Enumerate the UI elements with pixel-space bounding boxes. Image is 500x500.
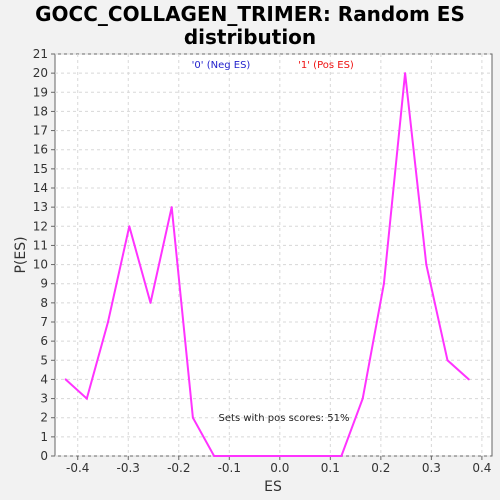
x-tick-label: 0.3 <box>422 461 441 475</box>
y-tick-label: 13 <box>33 200 48 214</box>
y-tick-label: 7 <box>40 315 48 329</box>
data-point <box>128 225 131 228</box>
data-point <box>149 301 152 304</box>
data-point <box>425 263 428 266</box>
data-point <box>298 455 301 457</box>
data-points <box>64 72 470 457</box>
y-tick-label: 14 <box>33 181 48 195</box>
chart-title-line-2: distribution <box>184 25 316 49</box>
data-point <box>85 397 88 400</box>
y-tick-label: 15 <box>33 162 48 176</box>
y-tick-label: 10 <box>33 258 48 272</box>
y-tick-label: 11 <box>33 238 48 252</box>
y-tick-label: 17 <box>33 124 48 138</box>
pos-score-annotation: Sets with pos scores: 51% <box>219 413 350 424</box>
y-tick-label: 1 <box>40 430 48 444</box>
data-point <box>213 455 216 457</box>
legend-pos-es: '1' (Pos ES) <box>298 60 354 71</box>
data-point <box>191 416 194 419</box>
y-tick-label: 20 <box>33 66 48 80</box>
y-tick-label: 21 <box>33 47 48 61</box>
data-point <box>404 72 407 75</box>
data-point <box>276 455 279 457</box>
x-tick-label: -0.1 <box>218 461 241 475</box>
series-line <box>64 72 470 457</box>
data-point <box>340 455 343 457</box>
data-point <box>382 282 385 285</box>
plot-area <box>54 53 493 457</box>
y-tick-label: 19 <box>33 85 48 99</box>
y-tick-label: 8 <box>40 296 48 310</box>
x-tick-label: 0.1 <box>321 461 340 475</box>
data-point <box>467 378 470 381</box>
y-tick-label: 6 <box>40 334 48 348</box>
grid-lines <box>55 53 492 457</box>
y-tick-label: 18 <box>33 104 48 118</box>
x-tick-label: 0.2 <box>371 461 390 475</box>
y-tick-label: 12 <box>33 219 48 233</box>
x-tick-label: -0.3 <box>117 461 140 475</box>
y-tick-label: 3 <box>40 392 48 406</box>
data-point <box>255 455 258 457</box>
data-point <box>319 455 322 457</box>
data-point <box>446 359 449 362</box>
x-tick-label: 0.4 <box>472 461 491 475</box>
y-tick-label: 16 <box>33 143 48 157</box>
y-tick-label: 9 <box>40 277 48 291</box>
y-tick-label: 4 <box>40 372 48 386</box>
y-tick-label: 0 <box>40 449 48 463</box>
y-tick-label: 5 <box>40 353 48 367</box>
y-tick-label: 2 <box>40 411 48 425</box>
data-point <box>107 321 110 323</box>
data-point <box>170 206 173 209</box>
data-point <box>234 455 237 457</box>
y-axis-label: P(ES) <box>13 236 29 273</box>
legend-neg-es: '0' (Neg ES) <box>192 60 251 71</box>
x-tick-label: 0.0 <box>270 461 289 475</box>
x-axis-ticks: -0.4 -0.3 -0.2 -0.1 0.0 0.1 0.2 0.3 0.4 <box>66 456 491 475</box>
data-point <box>361 397 364 400</box>
x-tick-label: -0.2 <box>167 461 190 475</box>
chart-title-line-1: GOCC_COLLAGEN_TRIMER: Random ES <box>35 2 465 26</box>
x-axis-label: ES <box>264 479 282 495</box>
x-tick-label: -0.4 <box>66 461 89 475</box>
data-point <box>64 378 67 381</box>
